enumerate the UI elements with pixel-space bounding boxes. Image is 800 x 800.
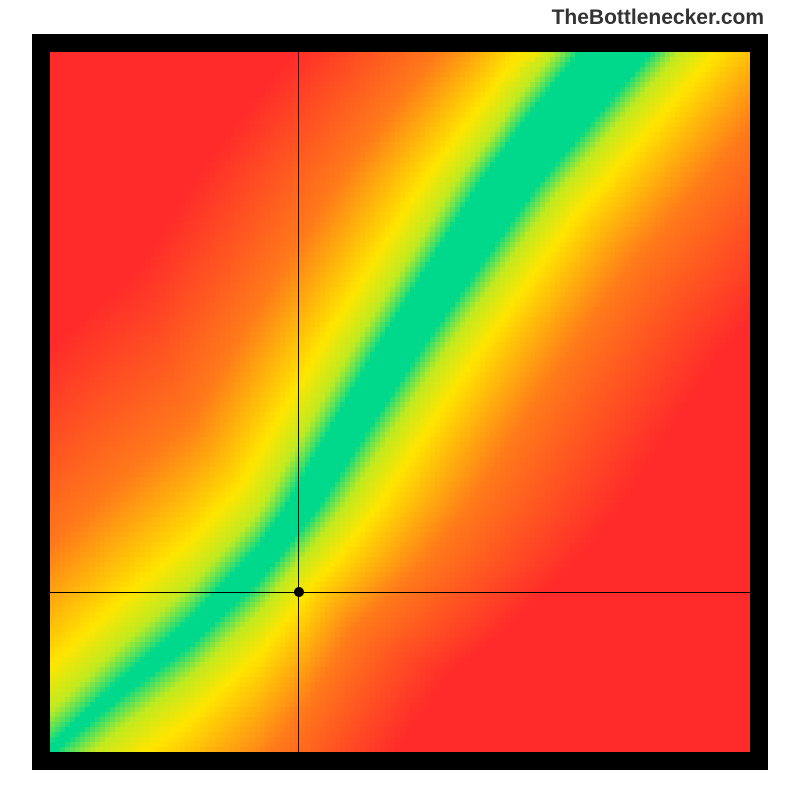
crosshair-vertical: [298, 52, 299, 752]
chart-frame: [32, 34, 768, 770]
root-container: TheBottlenecker.com: [0, 0, 800, 800]
intersection-marker: [294, 587, 304, 597]
watermark-text: TheBottlenecker.com: [552, 6, 764, 30]
crosshair-horizontal: [50, 592, 750, 593]
heatmap-canvas: [50, 52, 750, 752]
